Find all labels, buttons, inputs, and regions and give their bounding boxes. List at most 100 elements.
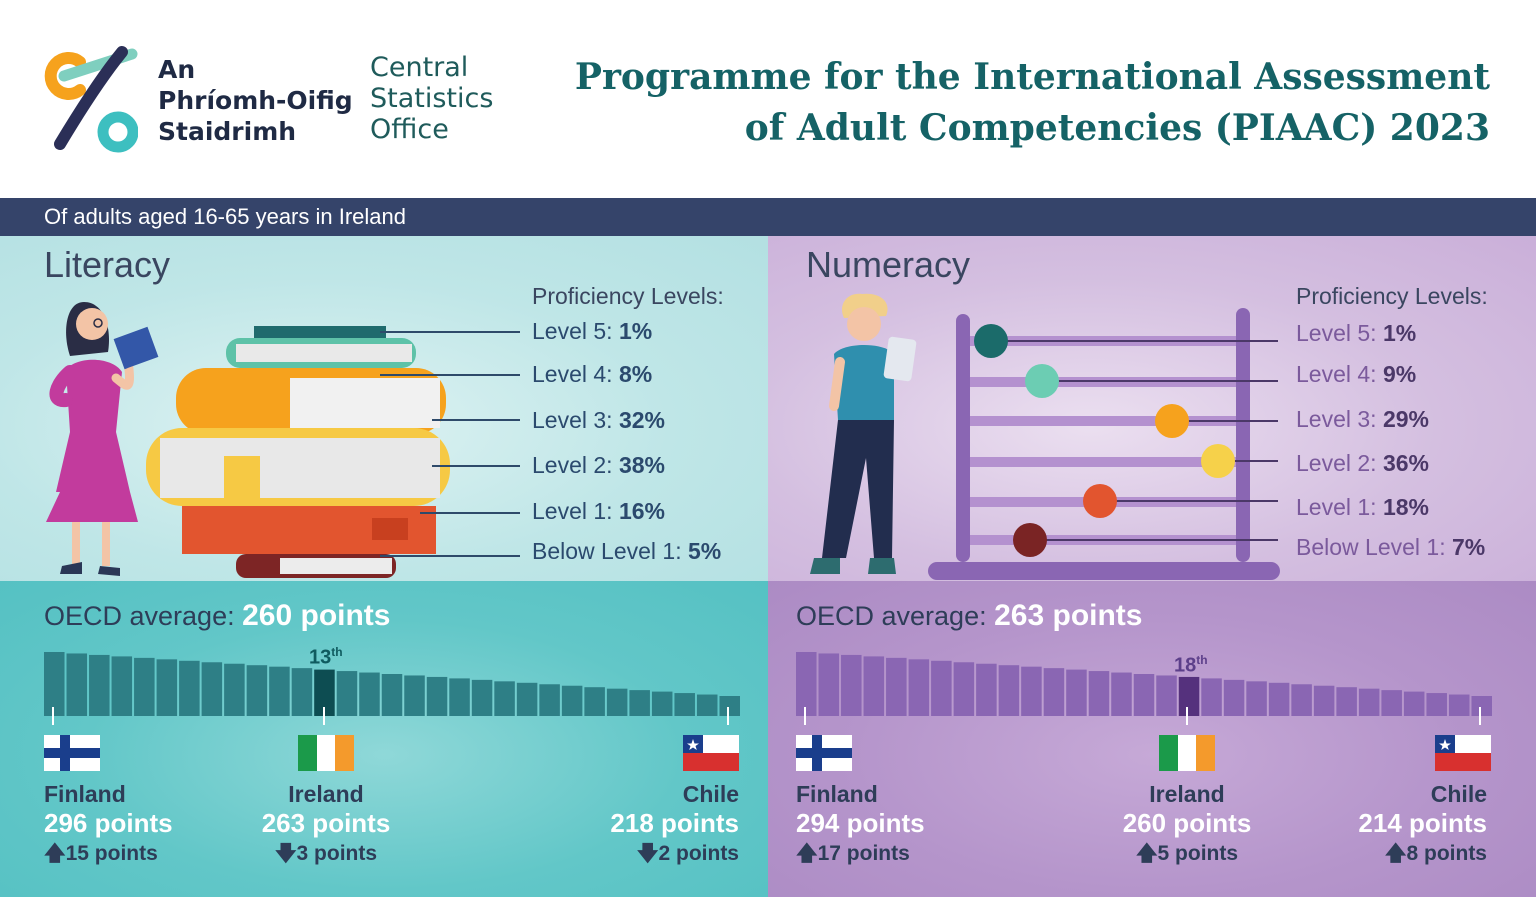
numeracy-chile-tick [1479, 707, 1481, 725]
ranking-bar [1223, 679, 1245, 716]
ranking-bar [134, 657, 155, 716]
numeracy-panel: Numeracy Proficiency Levels: L [768, 236, 1536, 581]
country-change: 🡅8 points [1384, 842, 1487, 865]
ranking-bar [1336, 687, 1357, 716]
arrow-up-icon: 🡅 [1135, 842, 1158, 865]
woman-reading-icon [46, 302, 159, 576]
ranking-bar [1426, 693, 1447, 716]
country-change: 🡅15 points [44, 842, 158, 865]
logo-irish-text: An Phríomh-Oifig Staidrimh [158, 55, 353, 146]
literacy-proficiency-heading: Proficiency Levels: [532, 283, 724, 309]
literacy-ranking-panel: OECD average: 260 points 13th Finland 29… [0, 581, 768, 897]
chile-flag-icon [683, 735, 739, 771]
country-change: 🡅5 points [1135, 842, 1239, 865]
ranking-bar [1358, 688, 1380, 716]
ireland-flag-icon [1159, 735, 1215, 771]
country-points: 294 points [796, 808, 925, 838]
ranking-bar [269, 666, 290, 716]
numeracy-level-1: Level 1: 18% [1296, 494, 1429, 520]
ranking-bar [561, 685, 583, 716]
literacy-level-2: Level 2: 38% [532, 452, 665, 478]
ranking-bar [998, 665, 1020, 716]
ranking-bar [1246, 681, 1267, 716]
ranking-bar [863, 656, 885, 716]
ranking-bar [494, 681, 515, 716]
subtitle-bar: Of adults aged 16-65 years in Ireland [0, 198, 1536, 236]
finland-flag-icon [44, 735, 100, 771]
literacy-leader-lines [380, 331, 520, 557]
literacy-level-4: Level 4: 8% [532, 361, 653, 387]
ranking-bar [584, 687, 605, 716]
ranking-bar [1291, 684, 1312, 716]
ranking-bar [336, 671, 358, 716]
country-name: Chile [1430, 781, 1487, 807]
logo-english-text: Central Statistics Office [370, 52, 494, 145]
country-change: 🡇2 points [636, 842, 739, 865]
ranking-bar [719, 696, 740, 716]
ranking-bar [1381, 690, 1402, 716]
literacy-level-below-1: Below Level 1: 5% [532, 538, 722, 564]
ranking-bar [796, 652, 817, 716]
literacy-ireland-tick [323, 707, 325, 725]
ranking-bar [471, 679, 493, 716]
ranking-bar [359, 672, 380, 716]
ranking-bar [111, 656, 133, 716]
ranking-bar-ireland [314, 669, 335, 716]
arrow-up-icon: 🡅 [44, 842, 66, 865]
literacy-ireland-block: Ireland 263 points 🡇3 points [226, 781, 426, 874]
numeracy-level-4: Level 4: 9% [1296, 361, 1417, 387]
literacy-finland-block: Finland 296 points 🡅15 points [44, 781, 173, 874]
numeracy-proficiency-heading: Proficiency Levels: [1296, 283, 1488, 309]
country-change: 🡅17 points [796, 842, 910, 865]
numeracy-ranking-bars [796, 652, 1492, 716]
ranking-bar [908, 659, 930, 716]
literacy-chile-tick [727, 707, 729, 725]
ranking-bar [1066, 669, 1087, 716]
ranking-bar [1043, 668, 1065, 716]
numeracy-rank-label: 18th [1174, 653, 1208, 677]
ranking-bar [539, 684, 560, 716]
page-title: Programme for the International Assessme… [574, 56, 1490, 149]
ranking-bar [841, 654, 862, 716]
ranking-bar [516, 682, 538, 716]
arrow-down-icon: 🡇 [636, 842, 659, 865]
subtitle-text: Of adults aged 16-65 years in Ireland [44, 204, 407, 229]
country-points: 263 points [261, 808, 391, 838]
ranking-bar [44, 652, 65, 716]
ranking-bar [66, 653, 88, 716]
ranking-bar [953, 662, 975, 716]
country-name: Finland [44, 781, 126, 807]
country-points: 296 points [44, 808, 173, 838]
country-name: Finland [796, 781, 878, 807]
literacy-ranking-bars [44, 652, 740, 716]
finland-flag-icon [796, 735, 852, 771]
ranking-bar [1471, 696, 1492, 716]
ranking-bar [976, 663, 997, 716]
ranking-bar [1403, 691, 1425, 716]
numeracy-level-3: Level 3: 29% [1296, 406, 1429, 432]
numeracy-finland-block: Finland 294 points 🡅17 points [796, 781, 925, 874]
ranking-bar [931, 660, 952, 716]
country-points: 218 points [610, 808, 739, 838]
numeracy-finland-tick [804, 707, 806, 725]
ranking-bar [886, 657, 907, 716]
country-name: Ireland [1149, 781, 1225, 807]
ranking-bar [1156, 675, 1177, 716]
numeracy-level-below-1: Below Level 1: 7% [1296, 534, 1486, 560]
numeracy-ranking-panel: OECD average: 263 points 18th Finland 29… [768, 581, 1536, 897]
literacy-oecd-average: OECD average: 260 points [44, 599, 391, 632]
numeracy-oecd-average: OECD average: 263 points [796, 599, 1143, 632]
literacy-level-1: Level 1: 16% [532, 498, 665, 524]
ranking-bar [1111, 672, 1132, 716]
ranking-bar [1268, 682, 1290, 716]
numeracy-ireland-tick [1186, 707, 1188, 725]
ireland-flag-icon [298, 735, 354, 771]
ranking-bar [818, 653, 840, 716]
ranking-bar [381, 674, 403, 716]
ranking-bar [1088, 671, 1110, 716]
ranking-bar [156, 659, 178, 716]
numeracy-ireland-block: Ireland 260 points 🡅5 points [1087, 781, 1287, 874]
literacy-rank-label: 13th [309, 645, 343, 669]
ranking-bar [449, 678, 470, 716]
arrow-up-icon: 🡅 [1384, 842, 1407, 865]
